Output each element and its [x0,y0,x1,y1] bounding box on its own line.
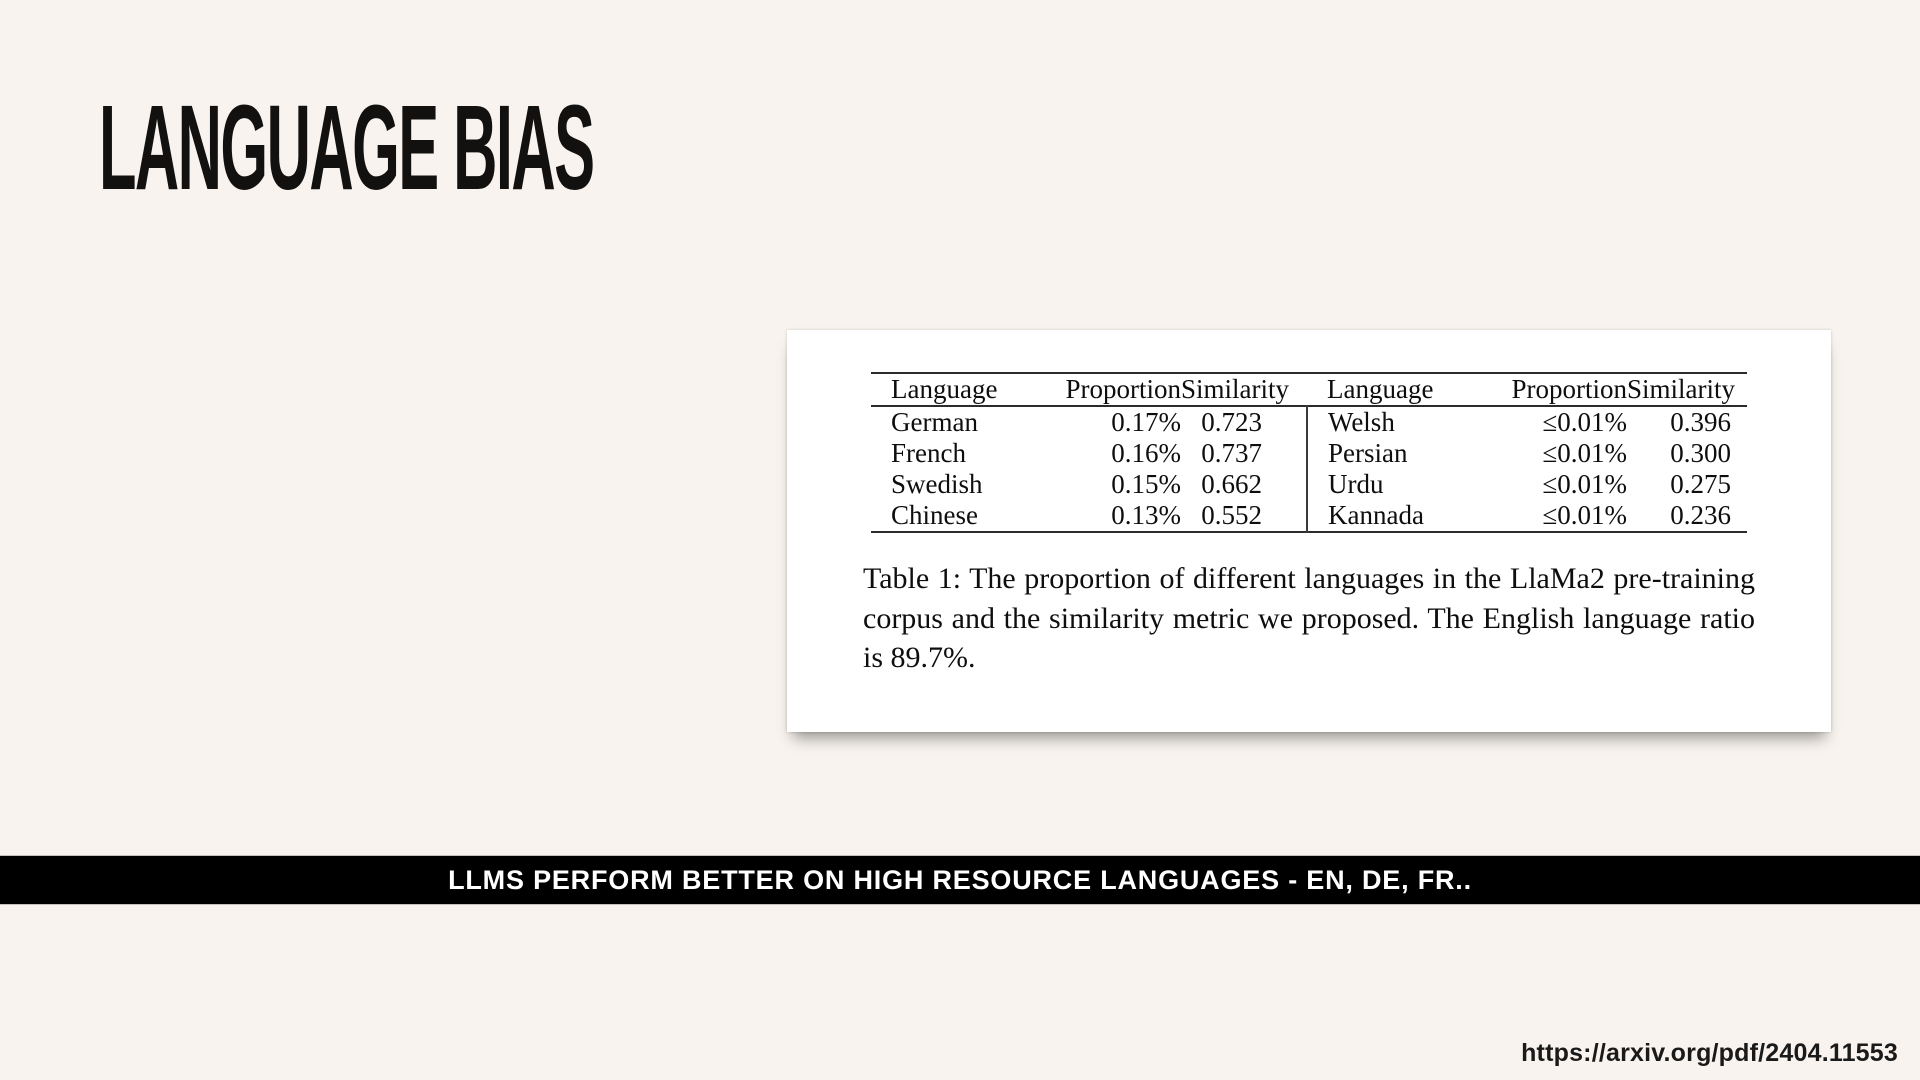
column-header-language-right: Language [1327,374,1434,404]
paper-figure-card: Language Proportion Similarity Language … [787,330,1831,732]
banner-text: LLMS PERFORM BETTER ON HIGH RESOURCE LAN… [448,864,1472,895]
table-caption: Table 1: The proportion of different lan… [863,562,1755,675]
cell-proportion: ≤0.01% [1542,438,1627,468]
cell-proportion: 0.17% [1111,407,1181,437]
table-header-row: Language Proportion Similarity Language … [871,373,1747,406]
cell-proportion: ≤0.01% [1542,407,1627,437]
slide-title: LANGUAGE BIAS [99,80,595,216]
cell-proportion: 0.13% [1111,500,1181,530]
cell-language: Chinese [891,500,978,530]
cell-language: Persian [1306,438,1487,469]
cell-proportion: ≤0.01% [1542,500,1627,530]
cell-similarity: 0.552 [1201,500,1262,530]
table-row: Swedish 0.15% 0.662 Urdu ≤0.01% 0.275 [871,469,1747,500]
cell-proportion: 0.16% [1111,438,1181,468]
column-header-similarity-left: Similarity [1181,374,1289,404]
cell-similarity: 0.662 [1201,469,1262,499]
source-url-link[interactable]: https://arxiv.org/pdf/2404.11553 [1521,1039,1898,1067]
cell-language: Urdu [1306,469,1487,500]
cell-language: Kannada [1306,500,1487,532]
cell-language: Welsh [1306,406,1487,438]
cell-similarity: 0.396 [1670,407,1731,437]
column-header-proportion-left: Proportion [1065,374,1181,404]
column-header-proportion-right: Proportion [1511,374,1627,404]
cell-language: German [891,407,978,437]
cell-similarity: 0.275 [1670,469,1731,499]
table-row: French 0.16% 0.737 Persian ≤0.01% 0.300 [871,438,1747,469]
cell-similarity: 0.737 [1201,438,1262,468]
cell-language: French [891,438,966,468]
language-proportion-table: Language Proportion Similarity Language … [871,372,1747,533]
cell-proportion: ≤0.01% [1542,469,1627,499]
table-row: Chinese 0.13% 0.552 Kannada ≤0.01% 0.236 [871,500,1747,532]
cell-similarity: 0.723 [1201,407,1262,437]
cell-similarity: 0.300 [1670,438,1731,468]
cell-proportion: 0.15% [1111,469,1181,499]
column-header-similarity-right: Similarity [1627,374,1735,404]
key-takeaway-banner: LLMS PERFORM BETTER ON HIGH RESOURCE LAN… [0,855,1920,905]
cell-similarity: 0.236 [1670,500,1731,530]
cell-language: Swedish [891,469,983,499]
table-row: German 0.17% 0.723 Welsh ≤0.01% 0.396 [871,406,1747,438]
column-header-language-left: Language [891,374,998,404]
